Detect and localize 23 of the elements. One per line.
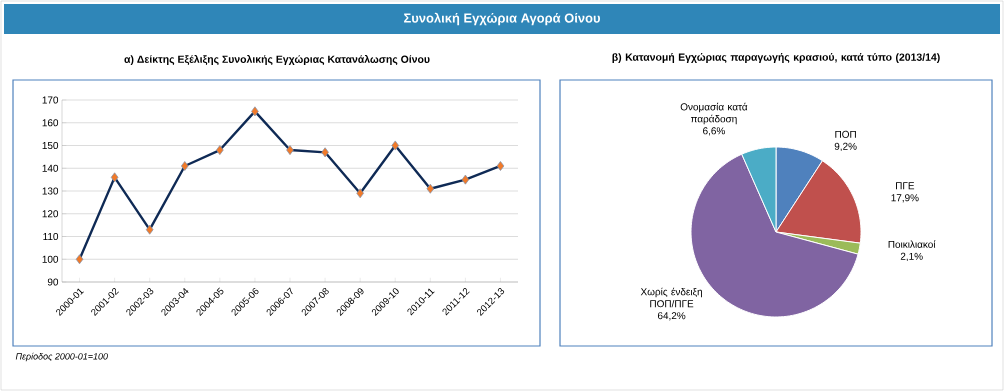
slice-label: Χωρίς ένδειξη ΠΟΠ/ΠΓΕ (640, 287, 702, 308)
data-label: 9,2% (834, 142, 857, 152)
y-tick-label: 170 (42, 96, 59, 104)
y-tick-label: 120 (42, 210, 59, 218)
y-tick-label: 140 (42, 164, 59, 172)
data-label: 17,9% (891, 194, 919, 203)
text: Περίοδος 2000-01=100 (15, 352, 108, 362)
data-label: 6,6% (703, 127, 725, 136)
y-tick-label: 110 (43, 232, 59, 241)
slice-label: Ποικιλιακοί (888, 240, 936, 248)
chart-title: β) Κατανομή Εγχώριας παραγωγής κρασιού, κατά τύπο (2013/14) (612, 53, 940, 63)
slice-label: ΠΟΠ (835, 130, 856, 138)
y-tick-label: 100 (42, 255, 59, 263)
y-tick-label: 150 (42, 141, 59, 150)
y-tick-label: 90 (47, 278, 59, 286)
chart-title: α) Δείκτης Εξέλιξης Συνολικής Εγχώριας Κατανάλωσης Οίνου (124, 55, 430, 66)
text: Συνολική Εγχώρια Αγορά Οίνου (404, 12, 600, 26)
slice-label: ΠΓΕ (896, 182, 915, 190)
slice-label: Ονομασία κατά παράδοση (680, 102, 748, 125)
data-label: 2,1% (900, 252, 923, 262)
data-label: 64,2% (657, 312, 686, 321)
y-tick-label: 160 (42, 119, 59, 127)
y-tick-label: 130 (42, 187, 59, 195)
